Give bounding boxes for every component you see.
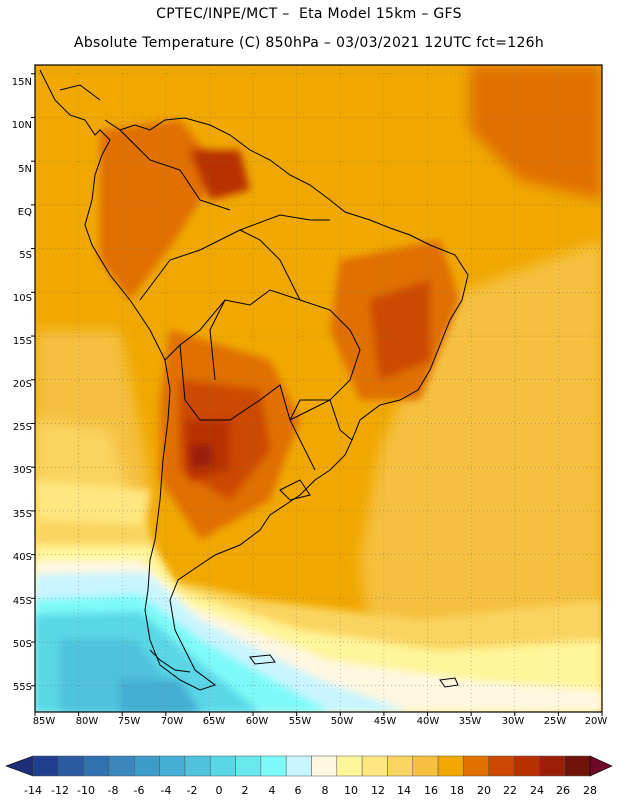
colorbar-swatch (539, 755, 565, 777)
colorbar-label: -14 (24, 784, 42, 797)
colorbar-label: 22 (503, 784, 517, 797)
colorbar-label: 24 (530, 784, 544, 797)
colorbar-label: 12 (371, 784, 385, 797)
colorbar-swatch (32, 755, 59, 777)
colorbar-swatch (159, 755, 186, 777)
colorbar-swatch (311, 755, 338, 777)
colorbar-label: -8 (107, 784, 119, 797)
colorbar-swatch (513, 755, 540, 777)
colorbar-swatch (184, 755, 211, 777)
colorbar-label: -10 (77, 784, 95, 797)
axis-ticks (31, 73, 603, 716)
colorbar-label: 10 (344, 784, 358, 797)
colorbar-label: 28 (583, 784, 597, 797)
lat-label: 55S (12, 682, 32, 693)
colorbar-label: 26 (556, 784, 570, 797)
colorbar-label: 8 (321, 784, 329, 797)
colorbar-swatch (285, 755, 312, 777)
lat-label: 15S (12, 336, 32, 347)
colorbar-swatch (260, 755, 287, 777)
colorbar-swatch (463, 755, 489, 777)
colorbar-swatch (437, 755, 464, 777)
chart-title-line-2: Absolute Temperature (C) 850hPa – 03/03/… (73, 35, 545, 51)
colorbar-swatch (412, 755, 439, 777)
lat-label: 10S (12, 293, 32, 304)
colorbar-label: 4 (268, 784, 276, 797)
lon-label: 30W (501, 716, 525, 727)
continent-outline (39, 69, 469, 691)
lon-label: 45W (373, 716, 397, 727)
lon-label: 50W (330, 716, 354, 727)
lon-label: 40W (416, 716, 440, 727)
colorbar-left-arrow (5, 755, 34, 777)
colorbar-swatch (361, 755, 388, 777)
lat-label: 25S (12, 422, 32, 433)
lat-label: 10N (11, 120, 32, 131)
lon-label: 70W (160, 716, 184, 727)
colorbar-label: -12 (51, 784, 69, 797)
colorbar-label: 6 (294, 784, 302, 797)
lon-label: 80W (75, 716, 99, 727)
colorbar-label: 14 (397, 784, 411, 797)
lat-label: 40S (12, 552, 32, 563)
lon-label: 35W (458, 716, 482, 727)
colorbar (5, 755, 613, 777)
colorbar-swatch (58, 755, 84, 777)
colorbar-swatch (564, 755, 591, 777)
colorbar-label: -2 (186, 784, 198, 797)
lat-label: 35S (12, 509, 32, 520)
colorbar-label: 2 (241, 784, 249, 797)
lat-label: 5N (18, 164, 32, 175)
colorbar-label: -6 (133, 784, 145, 797)
lon-label: 65W (202, 716, 226, 727)
plot-frame (34, 64, 603, 713)
lat-lon-grid (34, 65, 603, 712)
colorbar-label: 16 (424, 784, 438, 797)
colorbar-swatch (134, 755, 160, 777)
colorbar-swatch (336, 755, 363, 777)
lon-label: 55W (288, 716, 312, 727)
colorbar-swatch (108, 755, 135, 777)
colorbar-swatch (235, 755, 262, 777)
lat-label: 45S (12, 596, 32, 607)
lon-label: 60W (245, 716, 269, 727)
lat-label: 15N (11, 77, 32, 88)
lat-label: EQ (17, 207, 32, 218)
lon-label: 20W (584, 716, 608, 727)
colorbar-swatch (387, 755, 414, 777)
colorbar-swatch (488, 755, 515, 777)
lat-label: 5S (19, 250, 32, 261)
colorbar-right-arrow (589, 755, 613, 777)
colorbar-label: 0 (215, 784, 223, 797)
chart-title-line-1: CPTEC/INPE/MCT – Eta Model 15km – GFS (156, 6, 462, 22)
colorbar-label: 18 (450, 784, 464, 797)
lon-label: 85W (32, 716, 56, 727)
colorbar-label: 20 (477, 784, 491, 797)
colorbar-label: -4 (160, 784, 172, 797)
colorbar-swatch (209, 755, 236, 777)
temperature-field (35, 65, 602, 712)
lat-label: 30S (12, 465, 32, 476)
lat-label: 50S (12, 639, 32, 650)
lon-label: 25W (543, 716, 567, 727)
colorbar-swatch (83, 755, 110, 777)
lat-label: 20S (12, 379, 32, 390)
lon-label: 75W (117, 716, 141, 727)
